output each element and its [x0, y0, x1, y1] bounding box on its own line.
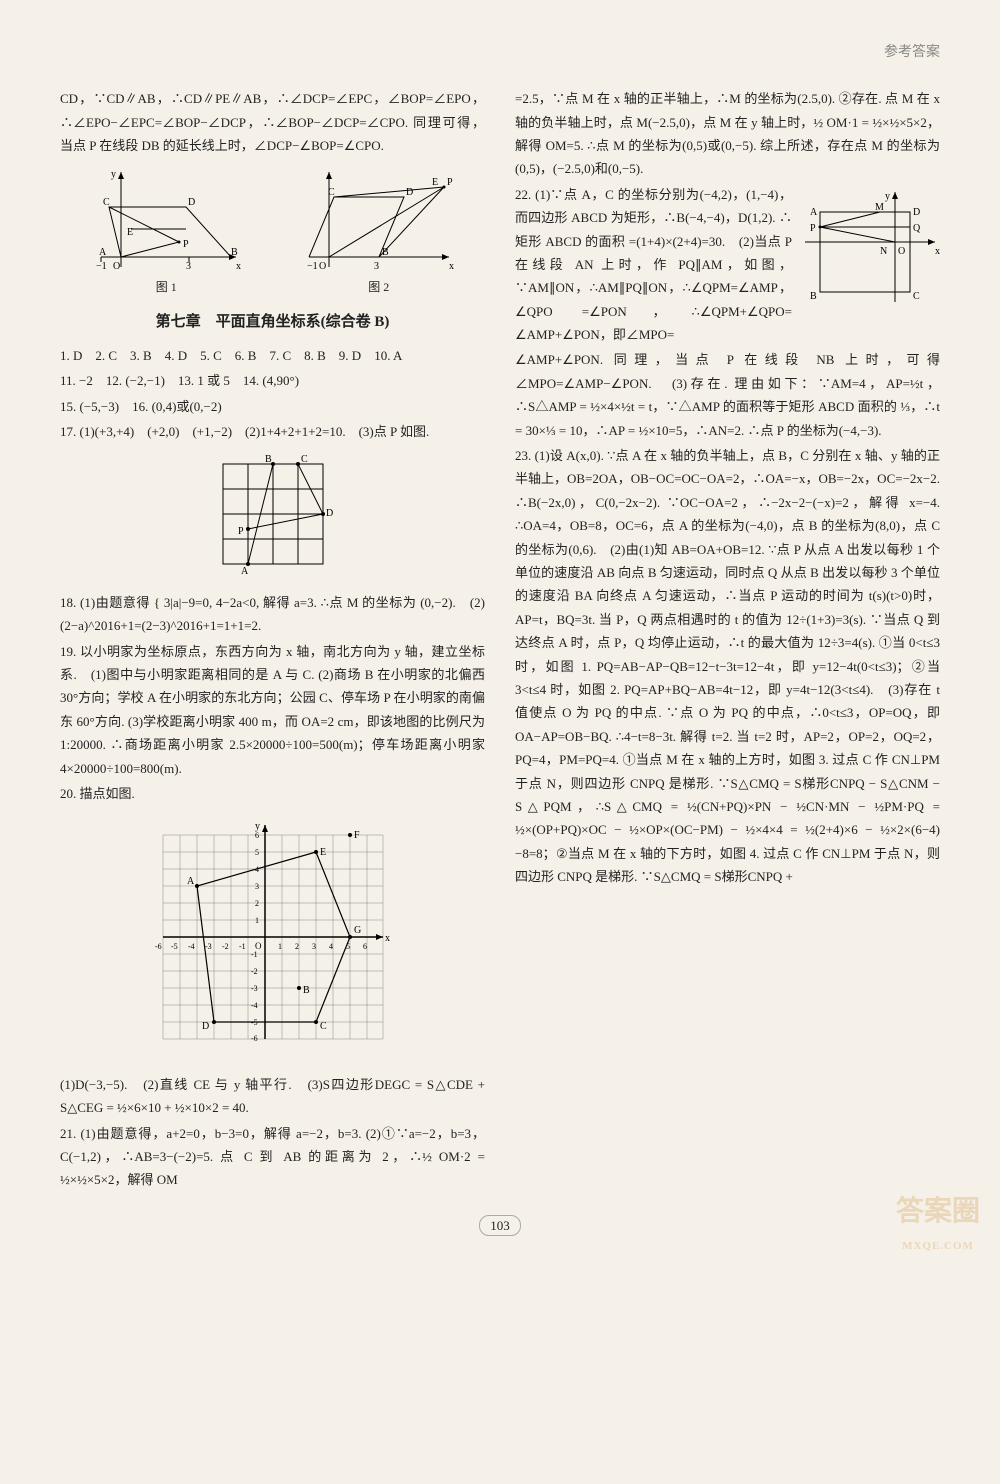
svg-text:−1: −1 — [96, 261, 107, 272]
watermark-main: 答案圈 — [896, 1187, 980, 1237]
svg-text:4: 4 — [329, 942, 333, 951]
intro-paragraph: CD，∵CD∥AB，∴CD∥PE∥AB，∴∠DCP=∠EPC，∠BOP=∠EPO… — [60, 87, 485, 157]
page-number: 103 — [60, 1214, 940, 1237]
q19: 19. 以小明家为坐标原点，东西方向为 x 轴，南北方向为 y 轴，建立坐标系.… — [60, 640, 485, 780]
svg-text:P: P — [810, 223, 816, 234]
svg-text:x: x — [236, 261, 241, 272]
page-number-badge: 103 — [479, 1215, 521, 1236]
svg-text:1: 1 — [255, 916, 259, 925]
figure-1: x y O −1 3 C D B A P E — [91, 167, 241, 299]
svg-text:D: D — [326, 508, 333, 519]
svg-text:F: F — [354, 830, 360, 841]
svg-text:-5: -5 — [171, 942, 178, 951]
q20-figure: x y O 12 34 56 -1-2 -3-4 -5-6 12 34 56 -… — [60, 815, 485, 1062]
svg-text:O: O — [898, 246, 905, 257]
svg-text:D: D — [202, 1021, 209, 1032]
svg-text:B: B — [810, 291, 817, 302]
r1: =2.5，∵点 M 在 x 轴的正半轴上，∴M 的坐标为(2.5,0). ②存在… — [515, 87, 940, 181]
svg-text:-3: -3 — [205, 942, 212, 951]
svg-text:P: P — [183, 239, 189, 250]
fig2-label: 图 2 — [304, 277, 454, 299]
svg-text:P: P — [447, 177, 453, 188]
q22b: ∠AMP+∠PON. 同理，当点 P 在线段 NB 上时，可得 ∠MPO=∠AM… — [515, 348, 940, 442]
svg-text:-2: -2 — [222, 942, 229, 951]
svg-text:O: O — [319, 261, 326, 272]
svg-text:G: G — [354, 925, 361, 936]
svg-text:E: E — [320, 847, 326, 858]
svg-text:A: A — [187, 876, 195, 887]
svg-text:-6: -6 — [251, 1034, 258, 1043]
fig1-label: 图 1 — [91, 277, 241, 299]
right-column: =2.5，∵点 M 在 x 轴的正半轴上，∴M 的坐标为(2.5,0). ②存在… — [515, 85, 940, 1194]
svg-text:-4: -4 — [188, 942, 195, 951]
svg-text:Q: Q — [913, 223, 921, 234]
answers-11-14: 11. −2 12. (−2,−1) 13. 1 或 5 14. (4,90°) — [60, 369, 485, 392]
svg-text:-2: -2 — [251, 967, 258, 976]
figure-row-1: x y O −1 3 C D B A P E — [60, 167, 485, 299]
svg-text:-1: -1 — [239, 942, 246, 951]
svg-text:C: C — [320, 1021, 327, 1032]
svg-text:-3: -3 — [251, 984, 258, 993]
svg-text:-6: -6 — [155, 942, 162, 951]
svg-text:x: x — [935, 246, 940, 257]
q20-intro: 20. 描点如图. — [60, 782, 485, 805]
svg-text:3: 3 — [255, 882, 259, 891]
q21: 21. (1)由题意得，a+2=0，b−3=0，解得 a=−2，b=3. (2)… — [60, 1122, 485, 1192]
svg-text:N: N — [880, 246, 887, 257]
svg-text:6: 6 — [255, 831, 259, 840]
answers-15-16: 15. (−5,−3) 16. (0,4)或(0,−2) — [60, 395, 485, 418]
svg-text:y: y — [111, 169, 116, 180]
svg-text:3: 3 — [186, 261, 191, 272]
left-column: CD，∵CD∥AB，∴CD∥PE∥AB，∴∠DCP=∠EPC，∠BOP=∠EPO… — [60, 85, 485, 1194]
answers-1-10: 1. D 2. C 3. B 4. D 5. C 6. B 7. C 8. B … — [60, 344, 485, 367]
svg-text:x: x — [449, 261, 454, 272]
svg-text:D: D — [188, 197, 195, 208]
svg-text:P: P — [238, 526, 244, 537]
svg-text:C: C — [103, 197, 110, 208]
svg-text:B: B — [231, 247, 238, 258]
svg-text:3: 3 — [312, 942, 316, 951]
svg-text:3: 3 — [374, 261, 379, 272]
svg-text:D: D — [406, 187, 413, 198]
header-title: 参考答案 — [60, 40, 940, 65]
chapter-title: 第七章 平面直角坐标系(综合卷 B) — [60, 309, 485, 336]
svg-text:D: D — [913, 207, 920, 218]
svg-text:2: 2 — [295, 942, 299, 951]
svg-text:E: E — [432, 177, 438, 188]
svg-text:x: x — [385, 933, 390, 944]
svg-text:B: B — [265, 454, 272, 465]
svg-text:6: 6 — [363, 942, 367, 951]
svg-text:M: M — [875, 202, 884, 213]
figure-2: x O −1 3 C D B P E 图 2 — [304, 167, 454, 299]
svg-text:A: A — [810, 207, 818, 218]
svg-text:A: A — [241, 566, 249, 574]
svg-text:B: B — [303, 985, 310, 996]
svg-text:y: y — [885, 191, 890, 202]
svg-text:-1: -1 — [251, 950, 258, 959]
q17-figure: A B C D P — [60, 454, 485, 581]
svg-text:1: 1 — [278, 942, 282, 951]
q23: 23. (1)设 A(x,0). ∵点 A 在 x 轴的负半轴上，点 B，C 分… — [515, 444, 940, 888]
q22-figure: x y O A D B C M N P Q — [800, 187, 940, 314]
svg-text:O: O — [113, 261, 120, 272]
watermark: 答案圈 MXQE.COM — [896, 1187, 980, 1257]
q17: 17. (1)(+3,+4) (+2,0) (+1,−2) (2)1+4+2+1… — [60, 420, 485, 443]
svg-text:C: C — [301, 454, 308, 465]
q18: 18. (1)由题意得 { 3|a|−9=0, 4−2a<0, 解得 a=3. … — [60, 591, 485, 638]
svg-text:-4: -4 — [251, 1001, 258, 1010]
svg-text:2: 2 — [255, 899, 259, 908]
svg-text:−1: −1 — [307, 261, 318, 272]
svg-text:A: A — [99, 247, 107, 258]
two-column-layout: CD，∵CD∥AB，∴CD∥PE∥AB，∴∠DCP=∠EPC，∠BOP=∠EPO… — [60, 85, 940, 1194]
svg-text:C: C — [328, 187, 335, 198]
svg-text:E: E — [127, 227, 133, 238]
svg-text:5: 5 — [255, 848, 259, 857]
q20-body: (1)D(−3,−5). (2)直线 CE 与 y 轴平行. (3)S四边形DE… — [60, 1073, 485, 1120]
watermark-sub: MXQE.COM — [896, 1237, 980, 1257]
svg-text:C: C — [913, 291, 920, 302]
